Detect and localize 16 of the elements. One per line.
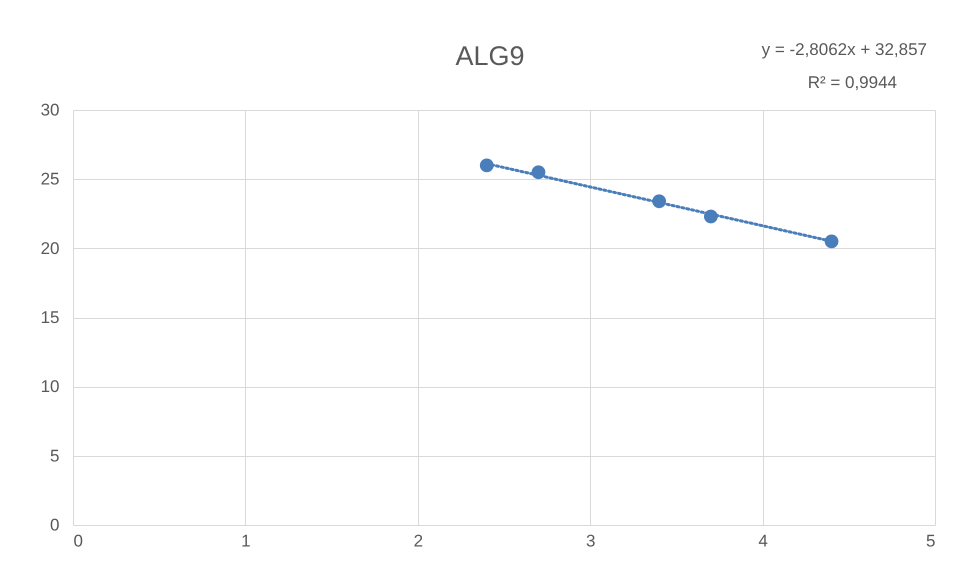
chart-title: ALG9 bbox=[455, 41, 525, 71]
y-tick-label: 25 bbox=[40, 170, 60, 189]
x-tick-label: 3 bbox=[586, 532, 596, 550]
text: R² = 0,9944 bbox=[808, 73, 897, 92]
y-tick-label: 20 bbox=[40, 238, 60, 258]
x-tick-label: 2 bbox=[414, 532, 424, 550]
y-tick-label: 15 bbox=[40, 308, 60, 327]
text: y = -2,8062x + 32,857 bbox=[762, 40, 927, 59]
y-tick-label: 0 bbox=[50, 516, 60, 534]
x-tick-label: 0 bbox=[74, 532, 83, 550]
y-tick-label: 30 bbox=[40, 100, 60, 120]
x-tick-label: 4 bbox=[758, 532, 768, 550]
y-tick-label: 10 bbox=[40, 377, 60, 396]
x-tick-label: 1 bbox=[241, 532, 251, 550]
x-tick-label: 5 bbox=[926, 532, 936, 550]
y-tick-label: 5 bbox=[50, 446, 60, 466]
